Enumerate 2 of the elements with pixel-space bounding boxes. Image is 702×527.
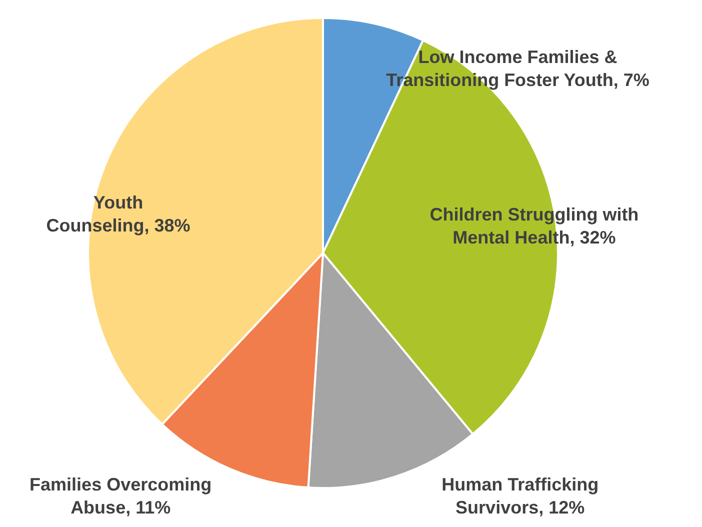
slice-label: Human Trafficking Survivors, 12% [442,474,599,518]
slice-label: Families Overcoming Abuse, 11% [30,474,212,518]
